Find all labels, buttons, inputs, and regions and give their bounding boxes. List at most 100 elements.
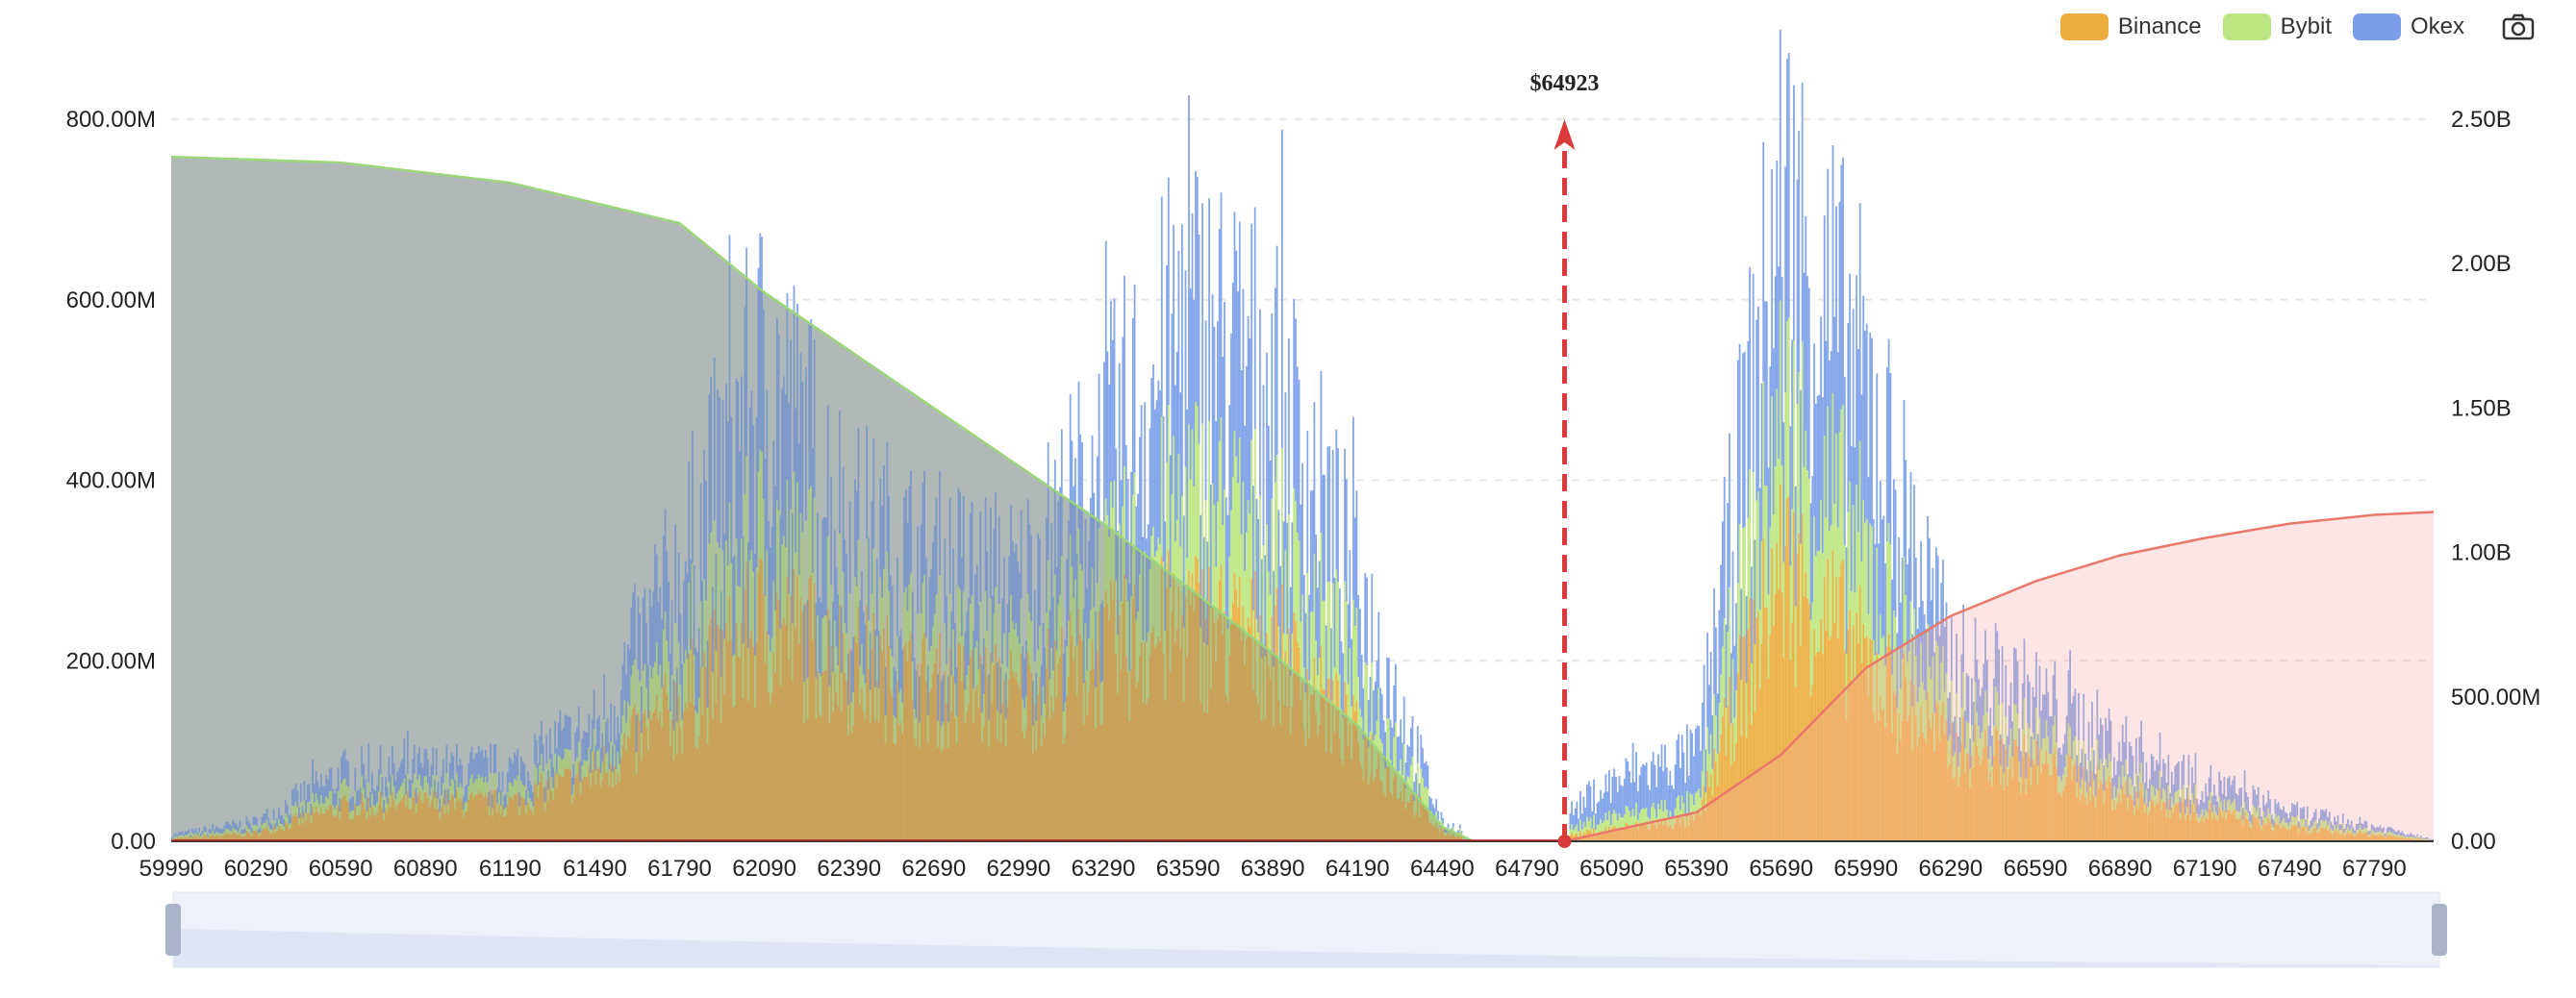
bar-binance <box>1791 622 1794 841</box>
bar-okex <box>1578 818 1580 832</box>
bar-okex <box>628 649 631 706</box>
bar-binance <box>835 692 838 841</box>
bar-okex <box>1430 798 1432 811</box>
bar-binance <box>1760 643 1763 841</box>
bar-binance <box>306 813 309 841</box>
bar-binance <box>181 836 184 841</box>
bar-binance <box>748 637 751 841</box>
bar-okex <box>2391 828 2393 833</box>
bar-bybit <box>1629 811 1630 826</box>
bar-okex <box>1317 587 1319 676</box>
bar-okex <box>1664 744 1666 801</box>
bar-okex <box>1295 318 1297 501</box>
bar-bybit <box>1657 804 1659 822</box>
bar-bybit <box>593 729 595 752</box>
legend-item-okex[interactable]: Okex <box>2352 13 2464 40</box>
bar-okex <box>820 602 822 676</box>
bar-bybit <box>586 761 589 778</box>
bar-binance <box>1916 747 1919 841</box>
bar-bybit <box>1431 815 1434 826</box>
bar-bybit <box>220 833 222 836</box>
bar-okex <box>2138 736 2141 774</box>
bar-binance <box>693 706 695 841</box>
bar-bybit <box>1453 835 1456 837</box>
zoom-handle-right[interactable] <box>2432 904 2447 956</box>
bar-binance <box>1284 651 1287 841</box>
bar-binance <box>2085 805 2088 841</box>
bar-bybit <box>296 806 299 817</box>
bar-binance <box>2203 821 2206 841</box>
bar-binance <box>406 790 409 841</box>
bar-binance <box>2399 837 2402 841</box>
bar-binance <box>1776 542 1779 841</box>
bar-binance <box>799 598 802 841</box>
bar-binance <box>225 833 228 841</box>
bar-okex <box>2419 836 2422 838</box>
bar-okex <box>769 547 771 652</box>
legend-item-bybit[interactable]: Bybit <box>2222 13 2332 40</box>
bar-okex <box>470 746 473 775</box>
bar-binance <box>1091 639 1094 841</box>
bar-bybit <box>596 750 598 769</box>
bar-okex <box>1616 791 1619 821</box>
bar-bybit <box>196 835 199 838</box>
bar-bybit <box>1262 545 1265 647</box>
bar-okex <box>1956 634 1957 693</box>
bar-bybit <box>2134 805 2135 815</box>
bar-bybit <box>1147 632 1149 699</box>
bar-bybit <box>2334 825 2336 831</box>
bar-okex <box>1313 402 1316 554</box>
bar-binance <box>2127 809 2129 841</box>
bar-okex <box>1887 338 1890 523</box>
bar-bybit <box>910 573 912 633</box>
bar-bybit <box>2118 776 2121 794</box>
bar-bybit <box>784 547 787 626</box>
cumulative-short-overlay <box>171 157 1474 842</box>
bar-okex <box>657 602 660 676</box>
bar-binance <box>2049 776 2051 841</box>
legend-item-binance[interactable]: Binance <box>2059 13 2202 40</box>
bar-binance <box>1845 720 1848 841</box>
bar-binance <box>1406 802 1409 841</box>
bar-bybit <box>741 538 743 623</box>
bar-okex <box>1369 677 1372 732</box>
bar-bybit <box>570 794 573 805</box>
bar-binance <box>247 833 250 841</box>
bar-bybit <box>2240 806 2242 816</box>
camera-icon[interactable] <box>2499 10 2538 44</box>
y-right-tick-label: 2.50B <box>2451 107 2512 133</box>
bar-okex <box>477 746 480 775</box>
bar-bybit <box>2120 789 2122 804</box>
bar-bybit <box>576 757 578 775</box>
bar-bybit <box>1308 680 1310 738</box>
bar-bybit <box>1793 340 1795 512</box>
bar-okex <box>1729 433 1730 587</box>
bar-binance <box>179 837 182 841</box>
bar-okex <box>1779 29 1781 301</box>
bar-bybit <box>705 600 707 667</box>
bar-okex <box>1786 59 1788 321</box>
bar-okex <box>2347 819 2349 827</box>
legend-label: Binance <box>2117 13 2202 39</box>
bar-bybit <box>1723 618 1726 698</box>
zoom-handle-left[interactable] <box>165 904 181 956</box>
bar-bybit <box>1098 528 1100 611</box>
bar-binance <box>875 681 878 841</box>
bar-bybit <box>684 650 687 703</box>
bar-bybit <box>840 672 843 712</box>
bar-binance <box>1059 656 1061 841</box>
bar-bybit <box>1191 429 1194 574</box>
bar-okex <box>314 784 316 803</box>
bar-bybit <box>1609 825 1612 834</box>
bar-bybit <box>1969 767 1972 787</box>
bar-binance <box>1315 713 1317 841</box>
bar-okex <box>1860 394 1863 562</box>
bar-binance <box>1852 625 1855 841</box>
bar-bybit <box>828 686 831 724</box>
bar-binance <box>645 727 648 841</box>
bar-binance <box>1954 775 1957 841</box>
bar-okex <box>1202 536 1205 642</box>
bar-binance <box>1772 626 1775 841</box>
bar-okex <box>2352 827 2355 833</box>
bar-okex <box>1237 291 1239 484</box>
